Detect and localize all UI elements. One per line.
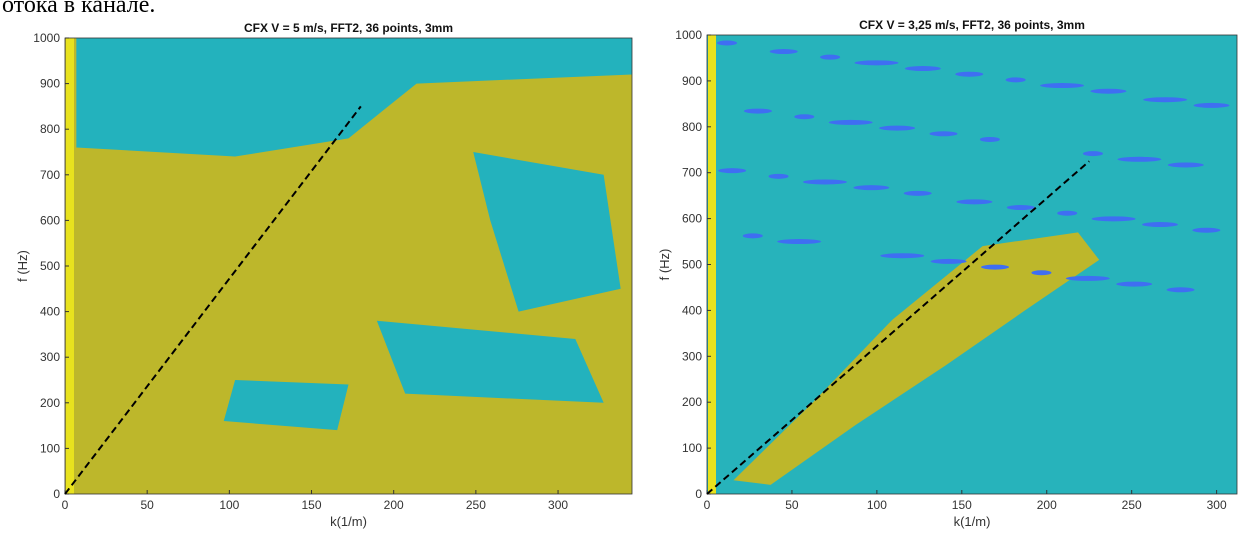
field-spot: [769, 49, 798, 55]
edge-strip: [708, 35, 716, 494]
y-tick-label: 600: [40, 213, 60, 227]
field-spot: [853, 185, 890, 191]
field-spot: [1143, 97, 1188, 103]
field-spot: [802, 179, 847, 185]
dashed-line: [64, 105, 362, 495]
y-tick-label: 300: [40, 350, 60, 364]
field-spot: [1116, 281, 1153, 287]
y-tick-label: 400: [682, 303, 702, 317]
field-spot: [1141, 222, 1178, 228]
field-spot: [743, 108, 772, 114]
y-tick-label: 400: [40, 305, 60, 319]
x-axis-label: k(1/m): [954, 514, 991, 529]
y-tick-label: 900: [682, 74, 702, 88]
field-region: [76, 38, 633, 157]
field-spot: [955, 71, 984, 77]
field-spot: [854, 60, 899, 66]
field-spot: [930, 258, 967, 264]
header-text: отока в канале.: [2, 0, 155, 18]
field-spot: [1065, 275, 1110, 281]
field-spot: [1040, 83, 1085, 89]
y-tick-label: 500: [682, 258, 702, 272]
edge-strip: [66, 38, 74, 494]
field-region: [473, 152, 621, 312]
field-spot: [828, 119, 873, 125]
field-spot: [981, 264, 1010, 270]
x-tick-label: 200: [384, 498, 404, 512]
y-tick-label: 600: [682, 212, 702, 226]
x-tick-label: 100: [867, 498, 887, 512]
x-axis-label: k(1/m): [330, 514, 367, 529]
field-spot: [1167, 162, 1204, 168]
field-spot: [880, 253, 925, 259]
x-tick-label: 0: [704, 498, 711, 512]
field-spot: [956, 199, 993, 205]
y-tick-label: 300: [682, 349, 702, 363]
field-spot: [1193, 102, 1230, 108]
field-spot: [904, 66, 941, 72]
field-spot: [1082, 151, 1103, 157]
x-tick-label: 150: [302, 498, 322, 512]
field-spot: [1031, 270, 1052, 276]
y-tick-label: 700: [682, 166, 702, 180]
field-spot: [1117, 156, 1162, 162]
field-spot: [742, 233, 763, 239]
field-spot: [717, 40, 737, 46]
y-tick-label: 700: [40, 168, 60, 182]
field-spot: [718, 168, 747, 174]
x-tick-label: 0: [62, 498, 69, 512]
field-spot: [1006, 205, 1035, 211]
field-region: [733, 232, 1100, 485]
y-tick-label: 0: [53, 487, 60, 501]
y-tick-label: 900: [40, 77, 60, 91]
field-spot: [1192, 227, 1221, 233]
field-spot: [929, 131, 958, 137]
field-spot: [777, 239, 822, 245]
y-tick-label: 800: [682, 120, 702, 134]
y-tick-label: 0: [695, 487, 702, 501]
field-spot: [1090, 88, 1127, 94]
field-spot: [794, 114, 815, 120]
field-spot: [879, 125, 916, 131]
x-tick-label: 300: [548, 498, 568, 512]
x-tick-label: 300: [1207, 498, 1227, 512]
field-spot: [1005, 77, 1026, 83]
x-tick-label: 250: [466, 498, 486, 512]
y-axis-label: f (Hz): [657, 249, 672, 281]
y-tick-label: 1000: [33, 31, 60, 45]
x-tick-label: 50: [785, 498, 799, 512]
y-tick-label: 500: [40, 259, 60, 273]
x-tick-label: 250: [1122, 498, 1142, 512]
field-region: [376, 320, 604, 403]
field-spot: [1166, 287, 1195, 293]
field-region: [223, 380, 349, 431]
field-spot: [1057, 210, 1078, 216]
field-spot: [1091, 216, 1136, 222]
chart-title: CFX V = 3,25 m/s, FFT2, 36 points, 3mm: [859, 18, 1085, 32]
dashed-line: [706, 160, 1090, 495]
y-tick-label: 800: [40, 122, 60, 136]
field-spot: [903, 190, 932, 196]
chart-title: CFX V = 5 m/s, FFT2, 36 points, 3mm: [244, 21, 453, 35]
y-tick-label: 200: [40, 396, 60, 410]
field-spot: [768, 173, 789, 179]
x-tick-label: 50: [140, 498, 154, 512]
field-spot: [979, 136, 1000, 142]
x-tick-label: 150: [952, 498, 972, 512]
y-tick-label: 200: [682, 395, 702, 409]
y-tick-label: 1000: [675, 28, 702, 42]
y-tick-label: 100: [40, 441, 60, 455]
x-tick-label: 200: [1037, 498, 1057, 512]
x-tick-label: 100: [219, 498, 239, 512]
y-axis-label: f (Hz): [15, 250, 30, 282]
y-tick-label: 100: [682, 441, 702, 455]
field-spot: [820, 54, 841, 60]
